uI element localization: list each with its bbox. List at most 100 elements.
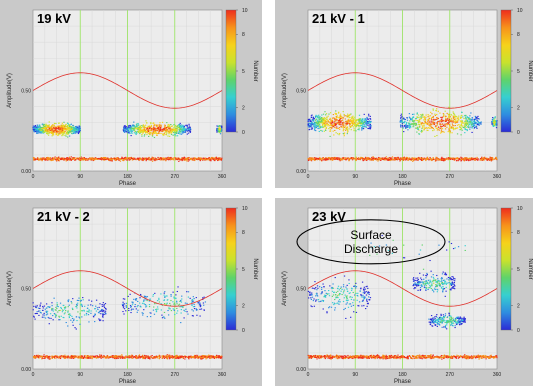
data-point: [412, 126, 414, 128]
data-point: [430, 122, 432, 124]
data-point: [456, 127, 459, 129]
data-point: [100, 313, 102, 315]
data-point: [137, 128, 139, 130]
data-point: [76, 303, 78, 305]
data-point: [76, 307, 78, 309]
data-point: [328, 157, 331, 159]
data-point: [345, 124, 347, 126]
data-point: [315, 158, 318, 160]
data-point: [123, 131, 126, 133]
data-point: [54, 125, 56, 127]
data-point: [358, 114, 361, 116]
data-point: [180, 131, 182, 133]
data-point: [78, 316, 80, 318]
data-point: [444, 115, 446, 117]
data-point: [489, 159, 491, 161]
data-point: [181, 130, 184, 132]
data-point: [452, 117, 455, 119]
data-point: [42, 128, 44, 130]
data-point: [132, 125, 135, 127]
data-point: [424, 158, 427, 161]
data-point: [408, 123, 410, 125]
data-point: [314, 128, 316, 130]
data-point: [321, 121, 323, 123]
data-point: [372, 157, 375, 160]
data-point: [184, 129, 186, 131]
data-point: [463, 122, 465, 124]
data-point: [312, 119, 314, 121]
data-point: [98, 310, 101, 312]
data-point: [208, 158, 210, 160]
data-point: [325, 157, 327, 159]
data-point: [182, 129, 184, 132]
data-point: [216, 128, 218, 130]
data-point: [139, 125, 142, 127]
data-point: [467, 127, 470, 129]
data-point: [494, 122, 496, 124]
data-point: [45, 124, 47, 126]
data-point: [99, 319, 102, 321]
data-point: [61, 309, 64, 311]
data-point: [448, 114, 450, 116]
data-point: [156, 133, 159, 135]
data-point: [357, 125, 360, 127]
data-point: [466, 116, 469, 118]
data-point: [169, 130, 171, 132]
data-point: [168, 131, 170, 133]
data-point: [365, 125, 367, 127]
data-point: [494, 123, 497, 125]
data-point: [101, 157, 103, 159]
data-point: [166, 122, 168, 124]
data-point: [457, 120, 459, 122]
data-point: [33, 129, 35, 131]
data-point: [431, 126, 433, 129]
data-point: [310, 125, 312, 127]
data-point: [437, 110, 439, 112]
data-point: [36, 124, 38, 126]
data-point: [106, 157, 108, 159]
data-point: [90, 158, 92, 160]
data-point: [218, 125, 220, 127]
data-point: [345, 157, 347, 160]
data-point: [448, 131, 451, 133]
data-point: [402, 127, 404, 129]
data-point: [62, 124, 65, 126]
data-point: [494, 117, 496, 119]
data-point: [456, 121, 458, 124]
colorbar-tick-label: 8: [517, 32, 520, 38]
data-point: [311, 123, 313, 125]
data-point: [133, 129, 135, 131]
data-point: [99, 157, 101, 159]
data-point: [161, 158, 163, 160]
data-point: [348, 118, 350, 120]
data-point: [182, 131, 184, 133]
data-point: [459, 125, 461, 127]
data-point: [349, 126, 351, 128]
data-point: [467, 159, 469, 161]
data-point: [463, 157, 465, 159]
data-point: [322, 157, 324, 159]
data-point: [176, 129, 179, 131]
data-point: [332, 122, 334, 124]
data-point: [37, 131, 40, 133]
data-point: [166, 129, 168, 131]
data-point: [368, 123, 370, 125]
data-point: [485, 158, 487, 160]
data-point: [455, 118, 457, 120]
data-point: [143, 135, 146, 137]
data-point: [314, 117, 317, 119]
data-point: [179, 159, 181, 161]
data-point: [179, 158, 181, 160]
data-point: [58, 159, 60, 161]
data-point: [109, 158, 111, 160]
data-point: [134, 306, 136, 308]
data-point: [191, 158, 193, 160]
data-point: [132, 129, 134, 131]
data-point: [146, 126, 149, 129]
data-point: [76, 126, 78, 128]
data-point: [433, 158, 436, 160]
data-point: [490, 157, 492, 159]
data-point: [90, 304, 92, 306]
y-axis-label: Amplitude(V): [7, 73, 13, 108]
data-point: [102, 314, 104, 316]
